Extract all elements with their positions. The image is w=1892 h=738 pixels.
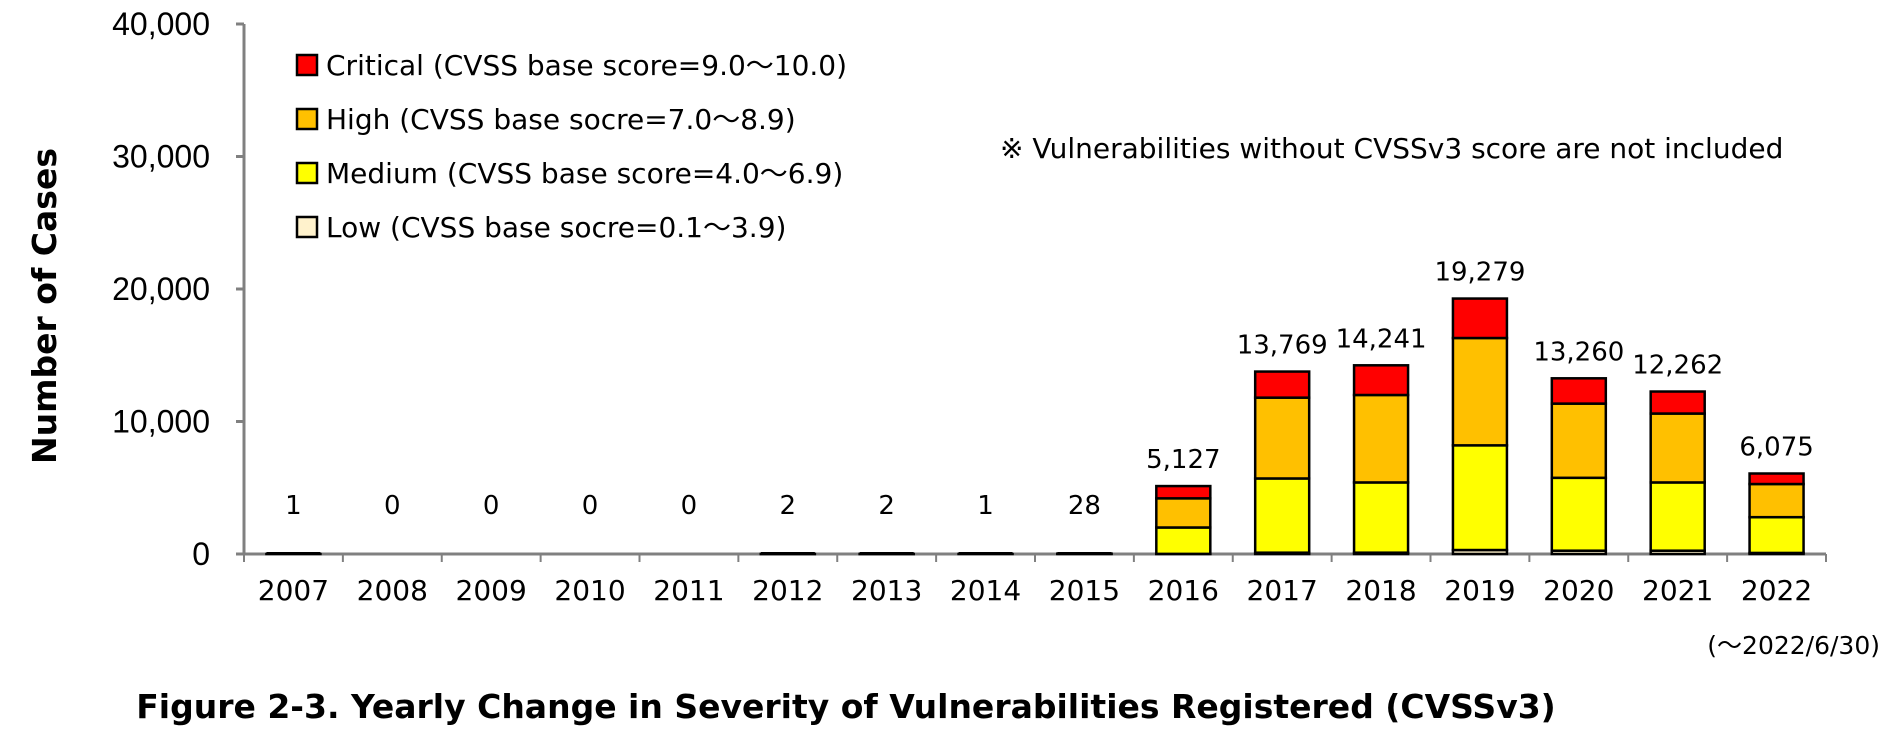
total-label: 19,279	[1434, 258, 1525, 288]
x-tick-label: 2015	[1049, 574, 1120, 607]
x-tick-label: 2014	[950, 574, 1021, 607]
period-note: (～2022/6/30)	[1707, 631, 1880, 660]
legend-swatch	[295, 107, 319, 131]
bar-segment	[1253, 396, 1311, 480]
bar-segment	[1253, 370, 1311, 399]
bar-segment	[1451, 297, 1509, 340]
x-tick-label: 2009	[456, 574, 527, 607]
x-tick-label: 2022	[1741, 574, 1812, 607]
total-labels: 1 0 0 0 0 2 2 1 28 5,127 13,769 14,241 19,279 13,260 1…	[285, 258, 1814, 521]
x-tick-label: 2018	[1345, 574, 1416, 607]
total-label: 0	[384, 491, 401, 521]
legend-label: Medium (CVSS base score=4.0～6.9)	[326, 157, 843, 190]
bar-segment	[1748, 515, 1805, 555]
legend-swatch	[295, 215, 319, 239]
chart-bars	[265, 297, 1805, 556]
y-axis-label: Number of Cases	[25, 148, 64, 464]
x-tick-label: 2016	[1148, 574, 1219, 607]
bar-baseline	[760, 552, 815, 554]
bar-baseline	[266, 552, 321, 554]
x-tick-label: 2011	[653, 574, 724, 607]
bar-baseline	[859, 552, 914, 554]
total-label: 1	[285, 491, 302, 521]
x-tick-label: 2019	[1444, 574, 1515, 607]
y-tick-label: 40,000	[112, 6, 210, 42]
bar-baseline	[958, 552, 1013, 554]
chart-legend: Critical (CVSS base score=9.0～10.0) High …	[295, 49, 847, 244]
total-label: 28	[1068, 491, 1101, 521]
bar-segment	[1451, 444, 1509, 552]
y-tick-labels: 0 10,000 20,000 30,000 40,000	[112, 6, 210, 572]
bar-segment	[1155, 526, 1212, 556]
bar-segment	[1550, 377, 1608, 405]
y-tick-label: 10,000	[112, 404, 210, 440]
x-tick-label: 2012	[752, 574, 823, 607]
total-label: 6,075	[1739, 433, 1813, 463]
total-label: 12,262	[1632, 351, 1723, 381]
bar-baseline	[1057, 552, 1112, 554]
total-label: 2	[780, 491, 797, 521]
legend-label: High (CVSS base socre=7.0～8.9)	[326, 103, 796, 136]
x-tick-label: 2010	[554, 574, 625, 607]
chart-note: ※ Vulnerabilities without CVSSv3 score a…	[1000, 132, 1783, 165]
total-label: 13,260	[1533, 337, 1624, 367]
bar-segment	[1155, 484, 1212, 500]
legend-label: Low (CVSS base socre=0.1～3.9)	[326, 211, 786, 244]
total-label: 13,769	[1237, 331, 1328, 361]
y-tick-label: 0	[192, 536, 210, 572]
x-tick-label: 2007	[258, 574, 329, 607]
x-tick-label: 2021	[1642, 574, 1713, 607]
x-tick-label: 2013	[851, 574, 922, 607]
total-label: 2	[878, 491, 895, 521]
bar-segment	[1550, 476, 1608, 552]
total-label: 5,127	[1146, 445, 1220, 475]
legend-swatch	[295, 53, 319, 77]
legend-swatch	[295, 161, 319, 185]
total-label: 0	[681, 491, 698, 521]
bar-segment	[1155, 497, 1212, 529]
total-label: 0	[483, 491, 500, 521]
x-tick-label: 2017	[1247, 574, 1318, 607]
x-tick-label: 2008	[357, 574, 428, 607]
bar-segment	[1352, 481, 1410, 554]
bar-segment	[1649, 390, 1706, 415]
y-tick-label: 30,000	[112, 139, 210, 175]
bar-segment	[1748, 482, 1805, 519]
total-label: 0	[582, 491, 599, 521]
bar-segment	[1352, 393, 1410, 484]
bar-segment	[1451, 336, 1509, 447]
bar-segment	[1352, 364, 1410, 397]
x-tick-labels: 2007 2008 2009 2010 2011 2012 2013 2014 2015 2016…	[258, 574, 1812, 607]
bar-segment	[1649, 412, 1706, 484]
bar-segment	[1550, 402, 1608, 480]
y-tick-label: 20,000	[112, 271, 210, 307]
chart-title: Figure 2-3. Yearly Change in Severity of…	[136, 687, 1556, 726]
total-label: 1	[977, 491, 994, 521]
x-tick-label: 2020	[1543, 574, 1614, 607]
bar-segment	[1253, 477, 1311, 554]
bar-segment	[1748, 472, 1805, 486]
legend-label: Critical (CVSS base score=9.0～10.0)	[326, 49, 847, 82]
bar-segment	[1649, 481, 1706, 552]
total-label: 14,241	[1336, 324, 1427, 354]
